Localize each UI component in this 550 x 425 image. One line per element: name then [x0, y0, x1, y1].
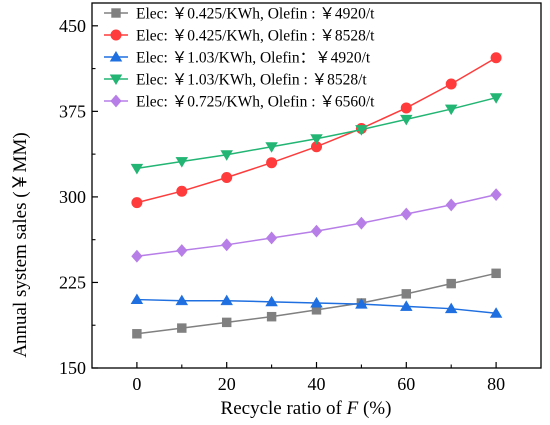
x-tick-label: 40 — [308, 374, 326, 394]
data-point — [400, 114, 413, 126]
y-tick-label: 375 — [59, 101, 86, 121]
data-point — [132, 329, 142, 339]
data-point — [446, 278, 456, 289]
data-point — [220, 150, 233, 161]
data-point — [445, 78, 457, 90]
data-point — [131, 249, 143, 263]
data-point — [400, 300, 413, 311]
x-axis-title-variable: F — [346, 398, 359, 419]
legend-item: Elec: ￥1.03/KWh, Olefin : ￥8528/t — [104, 72, 367, 89]
data-point — [220, 294, 233, 306]
data-point — [176, 244, 188, 257]
data-point — [175, 157, 189, 168]
data-point — [266, 311, 277, 322]
legend-item: Elec: ￥1.03/KWh, Olefin：￥4920/t — [104, 50, 371, 67]
data-point — [131, 197, 143, 209]
data-point — [177, 323, 187, 333]
data-point — [310, 296, 323, 308]
data-point — [130, 163, 144, 175]
x-tick-label: 80 — [487, 374, 505, 394]
x-tick-label: 0 — [132, 374, 141, 394]
series-5 — [131, 188, 502, 263]
x-axis-title: Recycle ratio of F (%) — [221, 398, 392, 419]
y-tick-label: 150 — [59, 358, 86, 378]
legend: Elec: ￥0.425/KWh, Olefin : ￥4920/t Elec: … — [104, 6, 375, 111]
data-point — [489, 307, 503, 318]
x-axis-title-text: Recycle ratio of — [221, 398, 347, 419]
data-point — [221, 172, 233, 184]
data-point — [266, 157, 278, 169]
data-point — [490, 52, 502, 64]
y-axis: 150 225 300 375 450 — [59, 16, 98, 378]
data-point — [176, 185, 188, 197]
data-point — [444, 104, 458, 116]
data-point — [266, 231, 278, 245]
series-layer — [130, 52, 503, 339]
data-point — [489, 93, 503, 104]
data-point — [221, 238, 233, 252]
series-4 — [130, 93, 503, 175]
y-axis-title: Annual system sales (￥MM) — [10, 132, 31, 357]
data-point — [175, 294, 189, 306]
data-point — [400, 102, 412, 114]
data-point — [444, 302, 458, 314]
data-point — [310, 224, 323, 238]
legend-item: Elec: ￥0.425/KWh, Olefin : ￥4920/t — [104, 6, 375, 23]
legend-label: Elec: ￥0.425/KWh, Olefin : ￥8528/t — [136, 28, 375, 45]
legend-marker — [111, 8, 121, 18]
data-point — [310, 134, 323, 145]
data-point — [130, 293, 144, 305]
legend-marker — [109, 74, 123, 86]
data-point — [355, 298, 368, 309]
data-point — [445, 198, 457, 212]
legend-label: Elec: ￥0.425/KWh, Olefin : ￥4920/t — [136, 6, 375, 23]
data-point — [401, 289, 412, 299]
legend-label: Elec: ￥1.03/KWh, Olefin：￥4920/t — [136, 50, 371, 67]
y-tick-label: 225 — [59, 272, 86, 292]
data-point — [265, 142, 278, 153]
legend-marker — [109, 50, 123, 62]
x-tick-label: 60 — [397, 374, 415, 394]
data-point — [491, 268, 501, 279]
legend-label: Elec: ￥0.725/KWh, Olefin : ￥6560/t — [136, 94, 375, 111]
x-axis: 0 20 40 60 80 — [132, 362, 505, 394]
legend-marker — [110, 94, 122, 108]
data-point — [221, 317, 232, 328]
series-3 — [130, 293, 503, 318]
legend-item: Elec: ￥0.425/KWh, Olefin : ￥8528/t — [104, 28, 375, 45]
data-point — [400, 207, 412, 221]
y-tick-label: 450 — [59, 16, 86, 36]
legend-marker — [110, 29, 122, 41]
legend-item: Elec: ￥0.725/KWh, Olefin : ￥6560/t — [104, 94, 375, 111]
data-point — [490, 188, 502, 202]
data-point — [355, 216, 367, 230]
x-tick-label: 20 — [218, 374, 236, 394]
data-point — [355, 125, 368, 136]
y-tick-label: 300 — [59, 187, 86, 207]
x-axis-title-unit: (%) — [358, 398, 391, 419]
legend-label: Elec: ￥1.03/KWh, Olefin : ￥8528/t — [136, 72, 367, 89]
data-point — [265, 295, 278, 307]
